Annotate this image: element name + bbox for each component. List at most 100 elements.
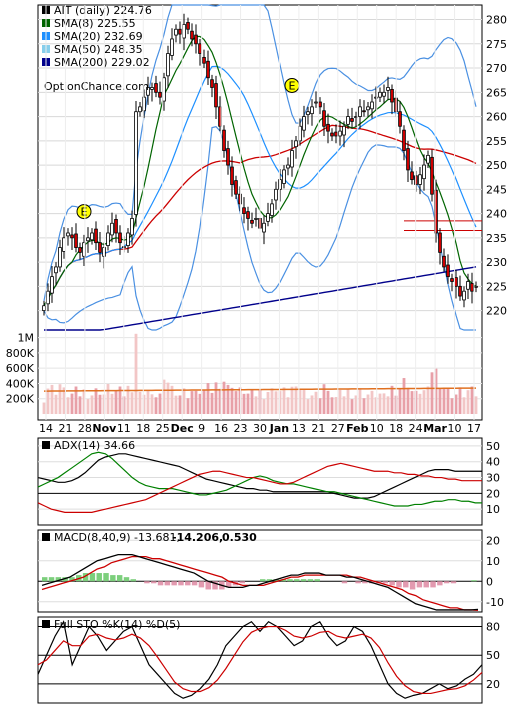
- volume-bar: [142, 394, 146, 414]
- x-tick-label: 30: [253, 422, 267, 435]
- volume-bar: [454, 394, 458, 414]
- volume-bar: [158, 393, 162, 414]
- candle-down: [330, 132, 334, 137]
- volume-bar: [62, 387, 66, 414]
- volume-bar: [154, 397, 158, 414]
- macd-histogram-value: 0.530: [222, 531, 257, 544]
- volume-bar: [266, 392, 270, 414]
- candle-down: [410, 171, 414, 181]
- macd-histogram-bar: [389, 581, 395, 586]
- x-tick-label: 16: [214, 422, 228, 435]
- volume-bar: [370, 390, 374, 414]
- volume-bar: [50, 384, 54, 414]
- candle-up: [338, 130, 342, 137]
- volume-bar: [246, 393, 250, 414]
- adx-series-line: [37, 462, 482, 513]
- sto-legend-swatch: [42, 620, 50, 628]
- volume-bar: [54, 394, 58, 414]
- macd-histogram-bar: [69, 577, 75, 582]
- candle-down: [398, 111, 402, 127]
- volume-bar: [114, 390, 118, 414]
- volume-bar: [58, 384, 62, 414]
- volume-bar: [206, 383, 210, 414]
- macd-histogram-bar: [423, 581, 429, 588]
- volume-bar: [314, 391, 318, 414]
- volume-bar: [378, 393, 382, 414]
- macd-histogram-bar: [82, 573, 89, 582]
- candle-up: [466, 281, 470, 290]
- x-tick-label: 18: [389, 422, 403, 435]
- volume-bar: [386, 396, 390, 414]
- sto-series-line: [37, 620, 483, 699]
- adx-series-line: [37, 451, 482, 507]
- candle-up: [54, 266, 58, 274]
- x-tick-label: 18: [136, 422, 150, 435]
- macd-legend-swatch: [42, 533, 50, 541]
- candle-up: [130, 218, 134, 236]
- sto-series-line: [37, 625, 483, 695]
- volume-bar: [306, 399, 310, 414]
- x-tick-label: 17: [467, 422, 481, 435]
- candle-up: [418, 174, 422, 185]
- volume-bar: [422, 390, 426, 414]
- volume-bar: [254, 396, 258, 414]
- x-tick-label: 28: [78, 422, 92, 435]
- volume-bar: [322, 384, 326, 414]
- candle-up: [382, 91, 386, 97]
- price-tick-label: 240: [486, 208, 507, 221]
- candle-up: [286, 164, 290, 169]
- adx-tick-label: 40: [486, 456, 500, 469]
- candle-down: [222, 129, 226, 151]
- macd-tick-label: -10: [486, 596, 504, 609]
- volume-bar: [278, 391, 282, 414]
- macd-histogram-bar: [355, 581, 361, 584]
- candle-down: [446, 264, 450, 278]
- candle-down: [230, 166, 234, 185]
- macd-histogram-bar: [205, 581, 211, 590]
- volume-bar: [138, 391, 142, 414]
- macd-histogram-bar: [185, 581, 191, 586]
- legend-label: AIT (daily) 224.76: [54, 4, 152, 17]
- volume-bar: [298, 389, 302, 414]
- candle-up: [262, 222, 266, 233]
- volume-bar: [130, 392, 134, 414]
- volume-bar: [402, 378, 406, 414]
- macd-histogram-bar: [157, 581, 164, 586]
- volume-bar: [338, 389, 342, 414]
- macd-histogram-bar: [294, 579, 300, 582]
- macd-histogram-bar: [430, 581, 436, 588]
- candle-up: [314, 101, 318, 104]
- volume-bar: [186, 398, 190, 414]
- candle-down: [154, 83, 158, 93]
- candle-up: [310, 106, 314, 115]
- volume-bar: [458, 387, 462, 414]
- x-tick-label: 9: [198, 422, 205, 435]
- macd-histogram-bar: [42, 577, 48, 582]
- volume-bar: [182, 388, 186, 414]
- price-tick-label: 230: [486, 256, 507, 269]
- volume-tick-label: 1M: [18, 332, 35, 345]
- volume-bar: [178, 395, 182, 414]
- x-tick-label: Jan: [269, 422, 289, 435]
- macd-histogram-bar: [341, 581, 348, 584]
- candle-down: [450, 278, 454, 282]
- macd-histogram-bar: [471, 580, 477, 582]
- volume-bar: [354, 395, 358, 414]
- volume-bar: [242, 393, 246, 414]
- candle-up: [166, 53, 170, 77]
- volume-bar: [262, 399, 266, 414]
- candle-down: [362, 110, 366, 113]
- volume-bar: [310, 395, 314, 414]
- candle-up: [46, 290, 50, 305]
- candle-up: [302, 116, 306, 131]
- volume-bar: [106, 383, 110, 414]
- volume-bar: [342, 396, 346, 414]
- volume-bar: [198, 393, 202, 414]
- volume-tick-label: 600K: [6, 362, 35, 375]
- candle-down: [390, 89, 394, 103]
- macd-title: MACD(8,40,9) -13.681,: [54, 531, 180, 544]
- volume-bar: [230, 387, 234, 414]
- candle-down: [158, 91, 162, 98]
- candle-up: [278, 179, 282, 190]
- macd-histogram-bar: [273, 579, 280, 582]
